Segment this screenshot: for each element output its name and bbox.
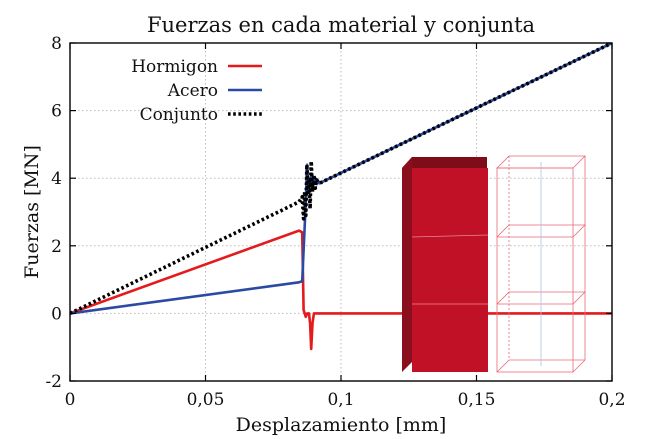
- legend-label-hormigon: Hormigon: [131, 57, 218, 77]
- y-tick-label-0: -2: [45, 372, 62, 392]
- wireframe-block-illustration: [496, 155, 586, 373]
- solid-block-front-face: [412, 168, 488, 372]
- axis-ticks: [69, 42, 613, 382]
- grid: [70, 43, 612, 381]
- x-tick-label-3: 0,15: [458, 390, 496, 410]
- series-line-hormigon: [70, 229, 612, 351]
- solid-block-illustration: [402, 157, 489, 372]
- legend-label-acero: Acero: [167, 81, 218, 101]
- y-tick-label-2: 2: [51, 237, 62, 257]
- series-conjunto-line: [70, 43, 612, 316]
- y-tick-label-4: 6: [51, 102, 62, 122]
- solid-block-seam-1: [411, 234, 489, 238]
- x-tick-label-2: 0,1: [327, 390, 354, 410]
- solid-block-top-face: [402, 157, 487, 168]
- x-axis-label: Desplazamiento [mm]: [236, 414, 447, 436]
- x-tick-label-1: 0,05: [187, 390, 225, 410]
- wire-front-face: [496, 167, 574, 373]
- wire-bottom-right: [572, 359, 586, 373]
- legend-label-conjunto: Conjunto: [140, 105, 218, 125]
- y-tick-label-3: 4: [51, 169, 62, 189]
- wire-level-1: [496, 224, 586, 238]
- series-line-conjunto: [70, 43, 612, 316]
- x-tick-label-0: 0: [65, 390, 76, 410]
- wire-level-2: [496, 291, 586, 305]
- y-tick-label-5: 8: [51, 34, 62, 54]
- wire-bottom-left: [496, 359, 510, 373]
- x-axis-tick-labels: 0 0,05 0,1 0,15 0,2: [65, 390, 626, 410]
- chart-title: Fuerzas en cada material y conjunta: [147, 13, 535, 37]
- y-axis-tick-labels: -2 0 2 4 6 8: [45, 34, 62, 392]
- series-hormigon-line: [70, 229, 612, 351]
- y-tick-label-1: 0: [51, 304, 62, 324]
- legend: Hormigon Acero Conjunto: [131, 57, 262, 125]
- solid-block-side-face: [402, 157, 412, 372]
- x-tick-label-4: 0,2: [598, 390, 625, 410]
- y-axis-label: Fuerzas [MN]: [21, 145, 43, 279]
